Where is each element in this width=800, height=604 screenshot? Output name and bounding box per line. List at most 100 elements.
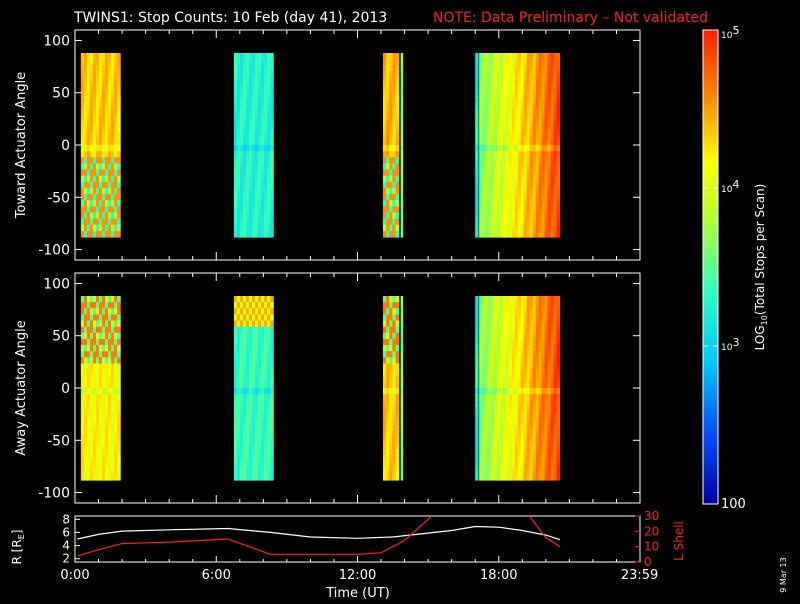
away-cell [114, 406, 118, 414]
toward-cell [488, 83, 492, 91]
toward-cell [95, 71, 100, 79]
toward-cell [395, 187, 400, 195]
toward-cell [547, 175, 552, 183]
away-cell [92, 406, 97, 414]
toward-cell [111, 102, 115, 109]
toward-cell [497, 224, 501, 232]
away-cell [511, 394, 516, 401]
toward-cell [102, 53, 106, 60]
away-cell [488, 326, 492, 334]
toward-cell [92, 138, 97, 146]
away-cell [502, 302, 507, 309]
away-cell [520, 308, 525, 315]
away-cell [270, 406, 274, 414]
away-cell [252, 326, 256, 334]
toward-cell [538, 224, 543, 232]
away-cell [479, 302, 483, 309]
away-cell [508, 473, 513, 481]
away-cell [245, 424, 250, 432]
away-cell [538, 443, 543, 450]
toward-cell [400, 59, 404, 66]
r-axis-label-sub: E [17, 534, 26, 539]
toward-cell [267, 120, 271, 128]
away-cell [248, 375, 253, 383]
away-cell [485, 308, 489, 315]
toward-cell [502, 200, 507, 207]
away-cell [270, 326, 274, 334]
toward-cell [95, 132, 100, 140]
away-cell [255, 394, 259, 401]
away-cell [538, 467, 543, 475]
away-cell [556, 314, 561, 322]
away-cell [529, 314, 534, 322]
away-cell [383, 369, 387, 377]
away-cell [529, 467, 534, 475]
toward-cell [532, 95, 537, 103]
colorbar-tick-base: 10 [721, 185, 733, 195]
toward-cell [117, 187, 121, 195]
away-cell [267, 418, 271, 426]
away-cell [252, 406, 256, 414]
toward-cell [248, 187, 253, 195]
away-cell [102, 467, 106, 475]
toward-cell [248, 108, 253, 115]
toward-cell [550, 169, 555, 177]
toward-cell [267, 224, 271, 232]
toward-cell [242, 53, 247, 60]
toward-cell [236, 89, 241, 97]
away-cell [242, 351, 247, 358]
away-cell [505, 357, 510, 365]
toward-cell [532, 212, 537, 220]
toward-cell [267, 53, 271, 60]
toward-cell [117, 206, 121, 214]
away-cell [95, 375, 100, 383]
away-cell [252, 430, 256, 438]
toward-cell [239, 200, 244, 207]
toward-cell [252, 83, 256, 91]
toward-cell [485, 175, 489, 183]
toward-cell [86, 187, 91, 195]
away-cell [383, 467, 387, 475]
away-cell [535, 326, 540, 334]
away-cell [553, 412, 558, 420]
away-cell [261, 363, 265, 371]
away-cell [242, 302, 247, 309]
toward-cell [535, 212, 540, 220]
away-cell [523, 430, 528, 438]
away-cell [95, 473, 100, 481]
toward-cell [505, 181, 510, 189]
toward-cell [239, 212, 244, 220]
toward-cell [505, 200, 510, 207]
toward-cell [485, 218, 489, 226]
away-cell [526, 455, 531, 463]
away-cell [488, 357, 492, 365]
r-tick-label: 6 [62, 525, 70, 539]
toward-cell [520, 95, 525, 103]
toward-cell [98, 120, 103, 128]
toward-cell [114, 157, 118, 164]
away-cell [556, 345, 561, 352]
away-cell [538, 314, 543, 322]
toward-cell [255, 224, 259, 232]
away-cell [383, 338, 387, 346]
away-cell [114, 296, 118, 303]
away-cell [482, 388, 486, 395]
toward-cell [267, 83, 271, 91]
toward-cell [267, 187, 271, 195]
toward-cell [236, 120, 241, 128]
toward-cell [258, 83, 262, 91]
away-cell [550, 363, 555, 371]
away-cell [400, 461, 404, 469]
toward-cell [248, 95, 253, 103]
away-cell [83, 455, 88, 463]
away-cell [508, 332, 513, 340]
toward-ytick-label: 50 [52, 86, 70, 102]
toward-cell [400, 224, 404, 232]
away-cell [532, 296, 537, 303]
toward-cell [499, 132, 504, 140]
toward-cell [89, 77, 94, 85]
toward-cell [475, 89, 479, 97]
away-cell [532, 345, 537, 352]
toward-cell [252, 59, 256, 66]
